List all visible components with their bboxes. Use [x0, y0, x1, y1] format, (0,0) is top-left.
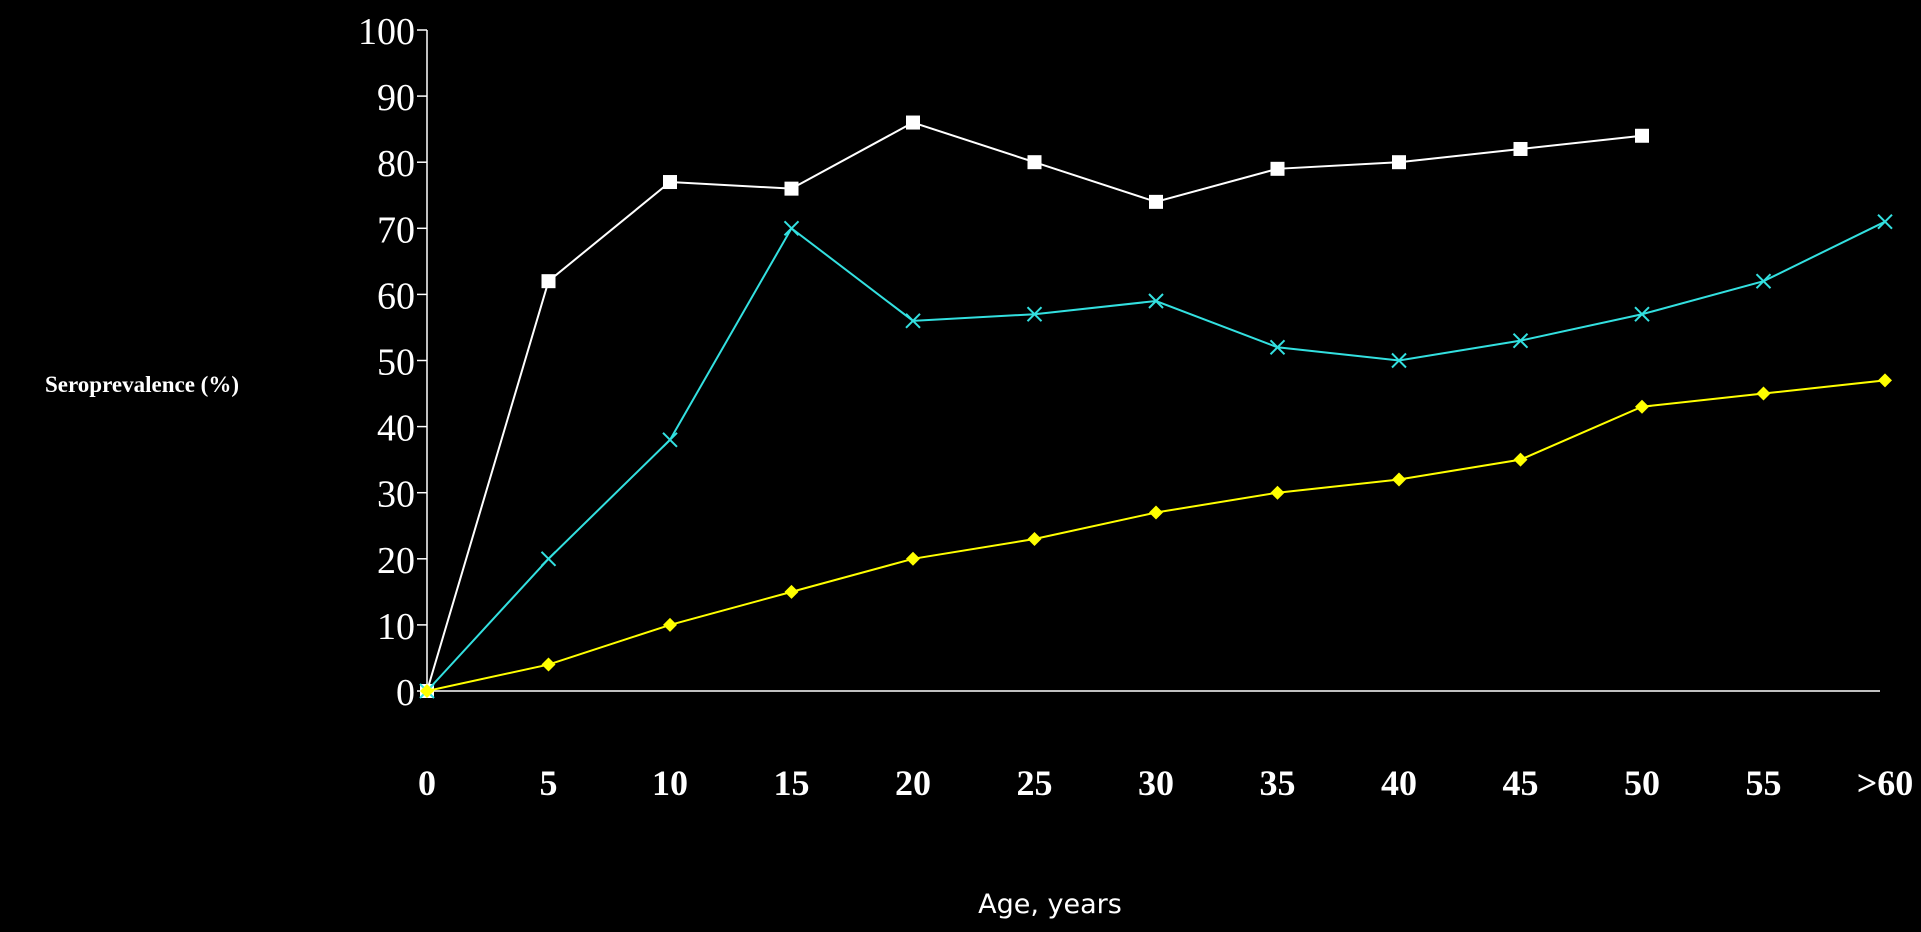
- series-line: [426, 220, 1886, 692]
- y-tick-label: 60: [377, 275, 415, 317]
- data-point-diamond: [1392, 472, 1406, 487]
- data-point-square: [1270, 161, 1285, 176]
- y-tick-label: 90: [377, 77, 415, 119]
- data-point-diamond: [663, 617, 677, 632]
- x-axis-label: Age, years: [978, 889, 1122, 920]
- x-tick-label: 0: [418, 763, 436, 803]
- data-point-x: [1269, 339, 1286, 355]
- x-tick-label: 45: [1503, 763, 1539, 803]
- x-tick-label: 30: [1138, 763, 1174, 803]
- data-point-diamond: [1270, 485, 1285, 500]
- data-point-diamond: [906, 551, 920, 566]
- data-point-diamond: [1149, 505, 1163, 520]
- data-point-x: [1755, 273, 1772, 289]
- x-tick-label: >60: [1857, 763, 1914, 803]
- axes: 0 10 20 30 40 50 60 70 80 90 100 0 5 10 15 20 25 30 35 40 45…: [358, 11, 1913, 803]
- series-diamond: [420, 373, 1892, 698]
- data-point-x: [1877, 213, 1893, 230]
- y-tick-label: 20: [377, 540, 415, 582]
- data-point-diamond: [784, 584, 799, 599]
- data-point-square: [1392, 155, 1406, 170]
- x-tick-label: 25: [1017, 763, 1053, 803]
- data-point-square: [906, 115, 920, 130]
- x-tick-label: 50: [1624, 763, 1660, 803]
- data-point-diamond: [1635, 399, 1649, 414]
- y-tick-label: 0: [396, 672, 415, 714]
- x-tick-label: 10: [652, 763, 688, 803]
- data-point-x: [783, 220, 800, 237]
- data-point-x: [1026, 306, 1043, 322]
- data-point-x: [1512, 332, 1529, 349]
- x-tick-label: 20: [895, 763, 931, 803]
- data-point-square: [1635, 128, 1649, 143]
- data-point-diamond: [1513, 452, 1528, 467]
- data-point-x: [1148, 293, 1164, 309]
- data-point-square: [784, 181, 799, 196]
- data-point-x: [662, 432, 678, 448]
- x-tick-label: 40: [1381, 763, 1417, 803]
- x-tick-label: 15: [774, 763, 810, 803]
- y-tick-label: 10: [377, 606, 415, 648]
- data-point-square: [1027, 155, 1042, 170]
- x-tick-label: 35: [1260, 763, 1296, 803]
- data-point-square: [541, 274, 556, 289]
- y-tick-label: 30: [377, 474, 415, 516]
- data-point-square: [1513, 141, 1528, 156]
- x-tick-label: 55: [1746, 763, 1782, 803]
- series-group: [419, 115, 1893, 699]
- data-point-x: [905, 313, 921, 329]
- series-line: [426, 121, 1643, 692]
- data-point-diamond: [1027, 531, 1042, 546]
- y-tick-label: 80: [377, 143, 415, 185]
- data-point-diamond: [1756, 386, 1771, 401]
- y-axis-label: Seroprevalence (%): [45, 372, 239, 397]
- data-point-square: [1149, 194, 1163, 209]
- data-point-x: [540, 551, 557, 567]
- data-point-x: [1634, 306, 1650, 322]
- data-point-diamond: [541, 657, 556, 672]
- data-point-x: [1391, 352, 1407, 369]
- y-tick-label: 40: [377, 408, 415, 450]
- series-x: [419, 213, 1893, 699]
- x-tick-label: 5: [540, 763, 558, 803]
- series-line: [426, 379, 1886, 692]
- data-point-diamond: [420, 684, 434, 698]
- y-tick-label: 70: [377, 209, 415, 251]
- y-tick-label: 50: [377, 342, 415, 384]
- series-square: [420, 115, 1649, 698]
- data-point-diamond: [1878, 373, 1892, 388]
- data-point-square: [663, 175, 677, 190]
- y-tick-label: 100: [358, 11, 415, 53]
